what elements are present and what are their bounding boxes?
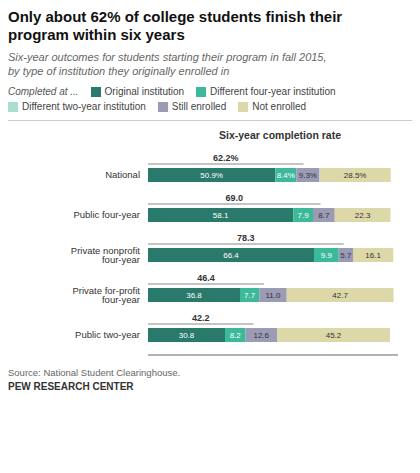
html-text:Still enrolled: Still enrolled	[171, 101, 227, 112]
html-text:Different two-year institution: Different two-year institution	[22, 101, 146, 112]
svg-text:58.1: 58.1	[213, 211, 229, 220]
svg-text:9.9: 9.9	[321, 251, 333, 260]
svg-text:7.7: 7.7	[244, 291, 256, 300]
svg-text:12.6: 12.6	[253, 331, 269, 340]
svg-text:30.8: 30.8	[179, 331, 195, 340]
svg-text:66.4: 66.4	[223, 251, 239, 260]
svg-text:16.1: 16.1	[365, 251, 381, 260]
svg-text:62.2%: 62.2%	[213, 153, 239, 163]
html-text:Original institution: Original institution	[104, 86, 185, 97]
svg-text:22.3: 22.3	[355, 211, 371, 220]
html-text:Six-year outcomes for students: Six-year outcomes for students starting …	[8, 51, 327, 63]
svg-text:42.2: 42.2	[192, 313, 210, 323]
html-text:Source: National Student Clear: Source: National Student Clearinghouse.	[8, 367, 181, 378]
html-text:program within six years: program within six years	[8, 26, 185, 43]
svg-text:National: National	[105, 169, 140, 180]
svg-text:8.7: 8.7	[318, 211, 330, 220]
svg-text:28.5%: 28.5%	[344, 171, 367, 180]
html-text:Completed at ...: Completed at ...	[8, 86, 79, 97]
svg-text:8.2: 8.2	[230, 331, 242, 340]
html-text:Only about 62% of college stud: Only about 62% of college students finis…	[8, 8, 343, 25]
svg-text:36.8: 36.8	[186, 291, 202, 300]
svg-text:9.3%: 9.3%	[299, 171, 317, 180]
svg-text:45.2: 45.2	[326, 331, 342, 340]
svg-text:42.7: 42.7	[332, 291, 348, 300]
svg-text:Private nonprofitfour-year: Private nonprofitfour-year	[71, 245, 141, 266]
svg-text:78.3: 78.3	[237, 233, 255, 243]
svg-text:Public two-year: Public two-year	[75, 329, 140, 340]
svg-text:5.7: 5.7	[340, 251, 352, 260]
svg-text:7.9: 7.9	[298, 211, 310, 220]
svg-text:Private for-profitfour-year: Private for-profitfour-year	[72, 285, 140, 306]
svg-text:11.0: 11.0	[266, 291, 282, 300]
svg-text:8.4%: 8.4%	[277, 171, 295, 180]
html-text:Different four-year institutio: Different four-year institution	[210, 86, 336, 97]
html-text:Not enrolled: Not enrolled	[252, 101, 307, 112]
svg-text:50.9%: 50.9%	[200, 171, 223, 180]
svg-text:69.0: 69.0	[225, 193, 243, 203]
svg-text:Public four-year: Public four-year	[73, 209, 140, 220]
svg-text:46.4: 46.4	[197, 273, 215, 283]
html-text:by type of institution they or: by type of institution they originally e…	[8, 65, 230, 77]
html-text:PEW RESEARCH CENTER: PEW RESEARCH CENTER	[8, 381, 134, 392]
html-text:Six-year completion rate: Six-year completion rate	[219, 129, 341, 141]
